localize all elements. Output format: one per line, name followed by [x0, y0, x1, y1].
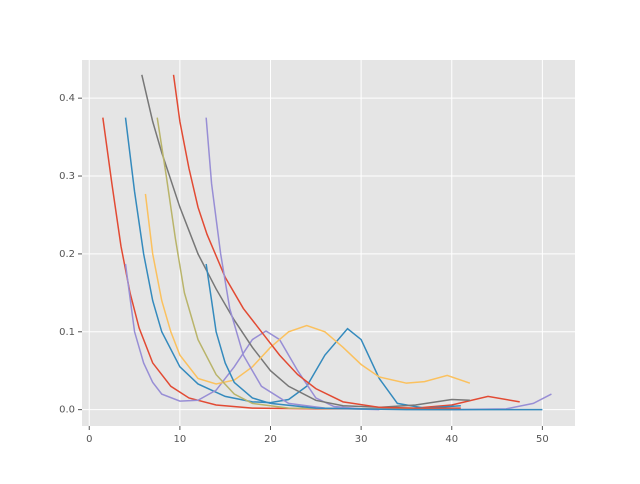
line [172, 74, 461, 409]
line [141, 74, 470, 409]
y-tick-label: 0.0 [59, 405, 75, 416]
line [144, 193, 471, 385]
line [205, 263, 543, 411]
line [102, 117, 520, 410]
x-tick-label: 40 [445, 434, 458, 445]
x-tick-label: 0 [86, 434, 92, 445]
line [205, 117, 380, 411]
x-tick-label: 30 [355, 434, 368, 445]
y-tick-label: 0.1 [59, 327, 75, 338]
y-tick-label: 0.2 [59, 249, 75, 260]
x-tick-label: 20 [264, 434, 277, 445]
x-tick-label: 50 [536, 434, 549, 445]
y-tick-label: 0.3 [59, 171, 75, 182]
plot-area [82, 60, 575, 426]
x-tick-label: 10 [174, 434, 187, 445]
y-tick-label: 0.4 [59, 93, 75, 104]
